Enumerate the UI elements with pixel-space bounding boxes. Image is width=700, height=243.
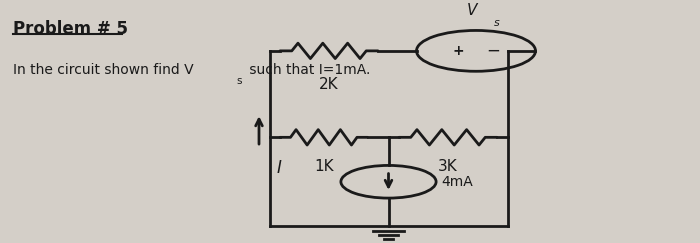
Text: +: + (453, 44, 464, 58)
Text: 1K: 1K (314, 159, 334, 174)
Text: s: s (237, 76, 242, 86)
Text: Problem # 5: Problem # 5 (13, 20, 127, 38)
Text: 2K: 2K (319, 77, 339, 92)
Text: V: V (468, 3, 477, 18)
Text: −: − (486, 42, 500, 60)
Text: In the circuit shown find V: In the circuit shown find V (13, 63, 193, 77)
Text: 3K: 3K (438, 159, 458, 174)
Text: such that I=1mA.: such that I=1mA. (245, 63, 370, 77)
Text: I: I (276, 159, 281, 177)
Text: s: s (494, 18, 500, 28)
Text: 4mA: 4mA (441, 175, 472, 189)
